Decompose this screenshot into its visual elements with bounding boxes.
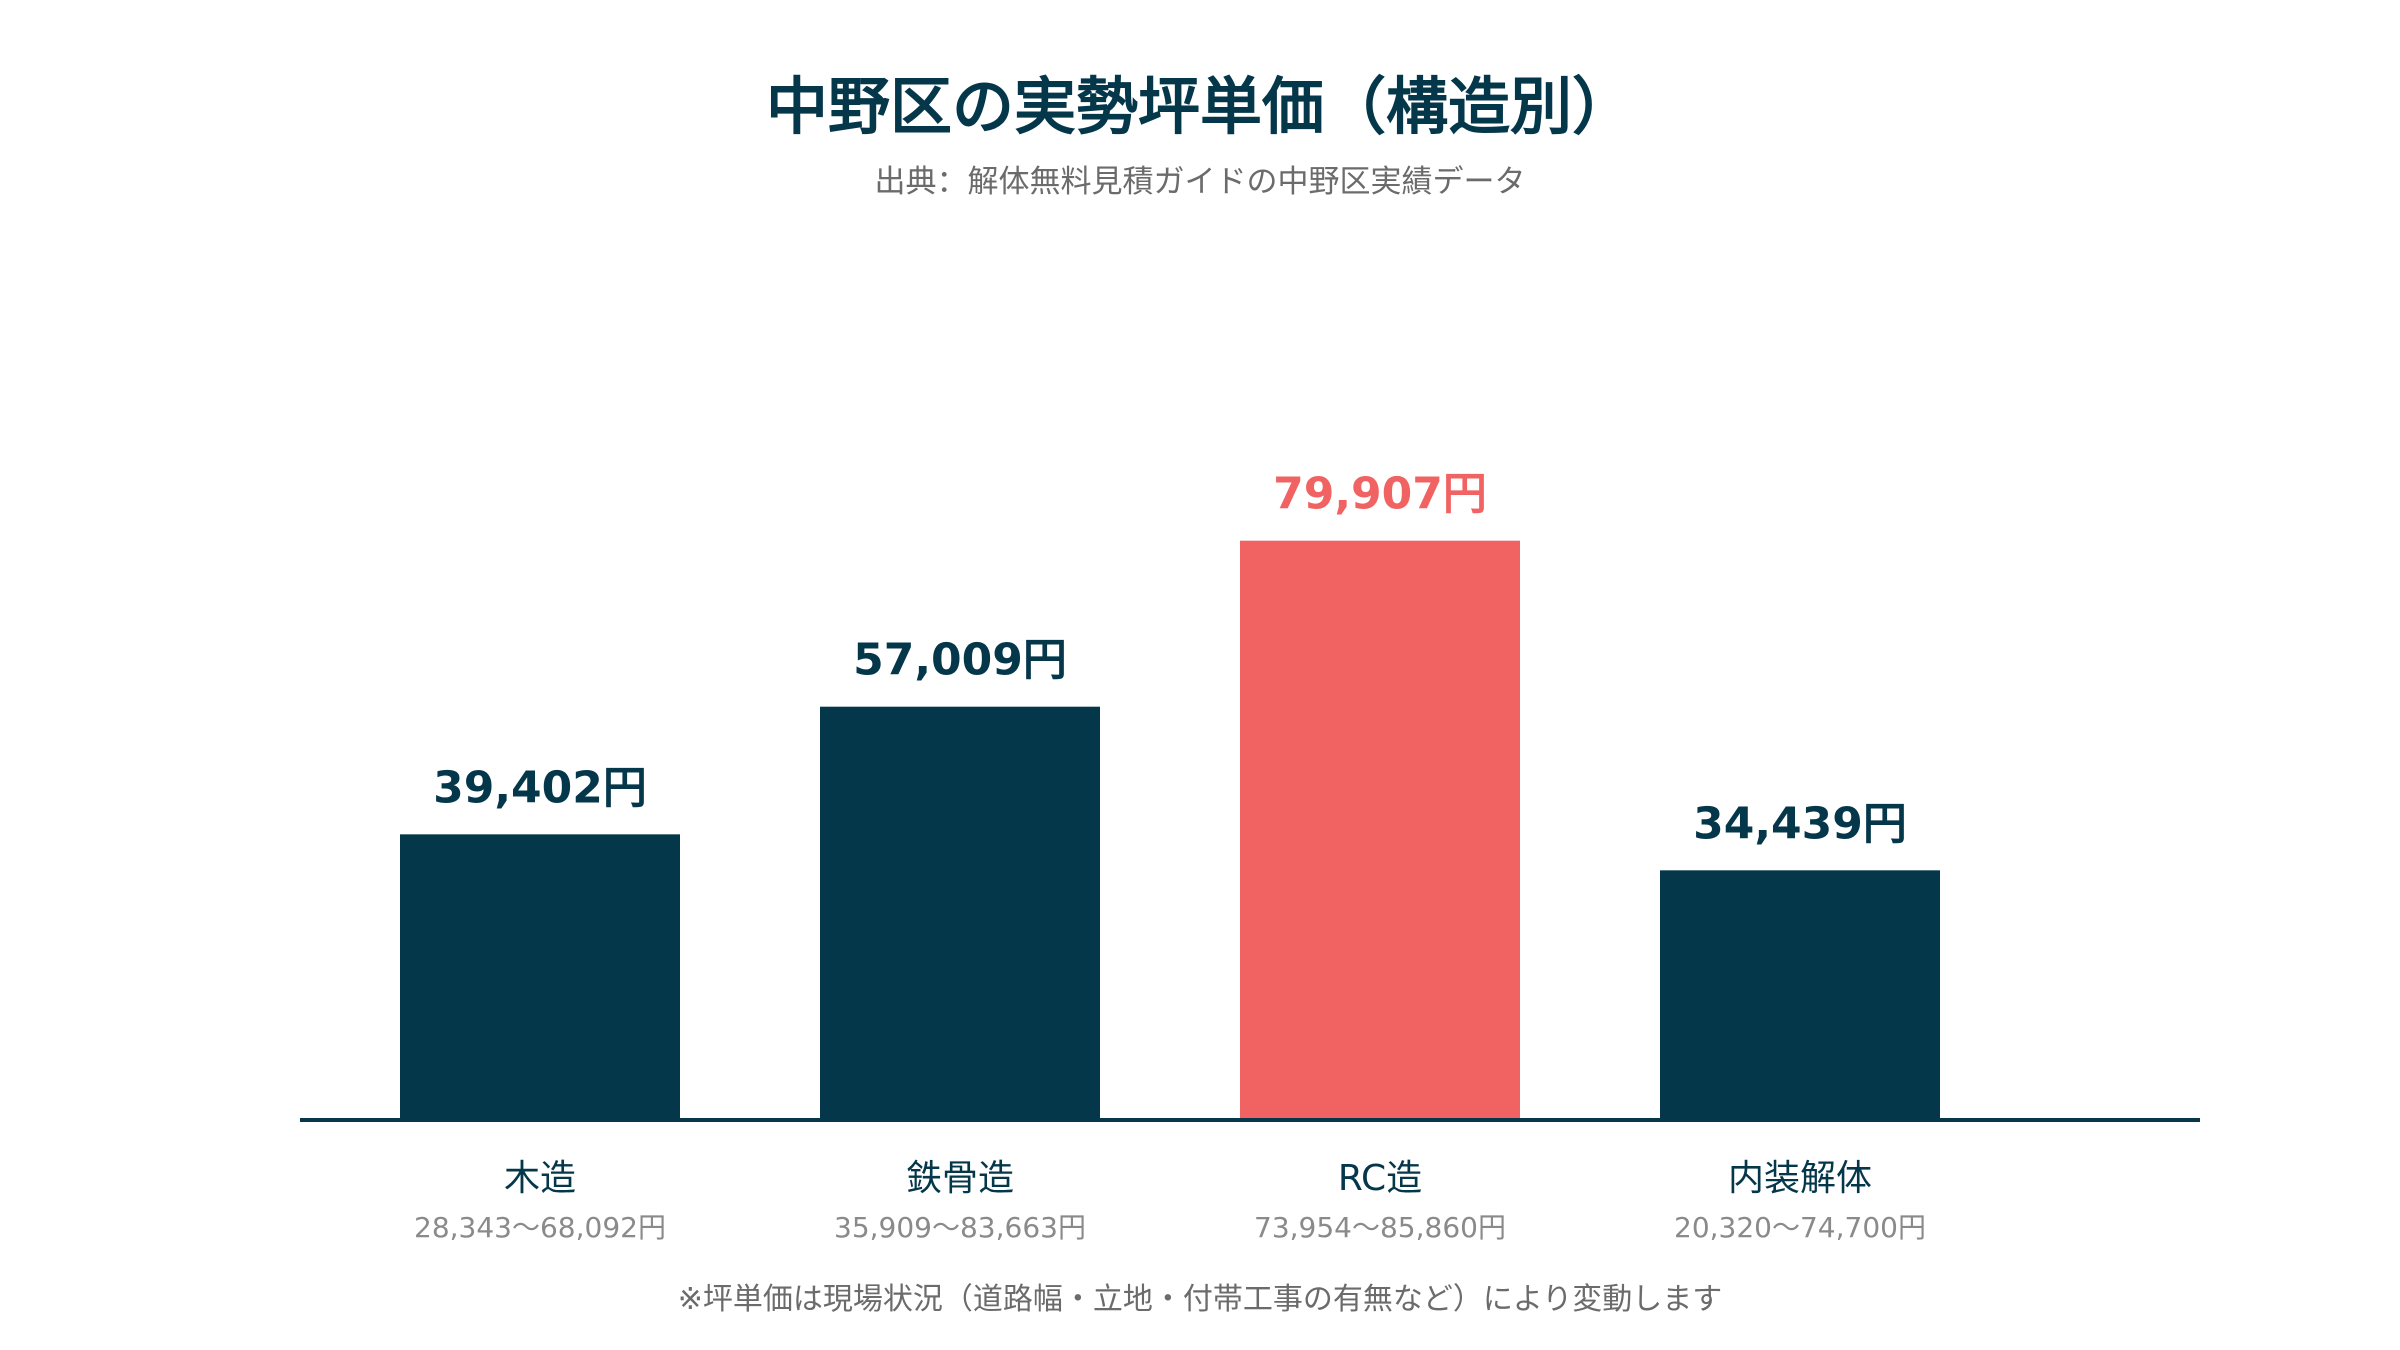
- category-label-3: 内装解体: [1728, 1158, 1872, 1199]
- range-label-1: 35,909〜83,663円: [834, 1211, 1086, 1244]
- bar-0: [400, 834, 680, 1120]
- value-label-2: 79,907円: [1273, 469, 1487, 520]
- category-label-2: RC造: [1338, 1158, 1422, 1199]
- chart-title: 中野区の実勢坪単価（構造別）: [765, 70, 1634, 143]
- range-label-3: 20,320〜74,700円: [1674, 1211, 1926, 1244]
- value-label-0: 39,402円: [433, 762, 647, 813]
- range-label-2: 73,954〜85,860円: [1254, 1211, 1506, 1244]
- bar-3: [1660, 870, 1940, 1120]
- category-label-1: 鉄骨造: [906, 1158, 1014, 1199]
- value-label-1: 57,009円: [853, 635, 1067, 686]
- category-label-0: 木造: [504, 1158, 576, 1199]
- chart-footnote: ※坪単価は現場状況（道路幅・立地・付帯工事の有無など）により変動します: [677, 1282, 1723, 1317]
- value-label-3: 34,439円: [1693, 798, 1907, 849]
- bar-2: [1240, 540, 1520, 1120]
- range-label-0: 28,343〜68,092円: [414, 1211, 666, 1244]
- bars-layer: [400, 540, 1940, 1120]
- chart-subtitle: 出典：解体無料見積ガイドの中野区実績データ: [874, 164, 1526, 200]
- bar-1: [820, 706, 1100, 1120]
